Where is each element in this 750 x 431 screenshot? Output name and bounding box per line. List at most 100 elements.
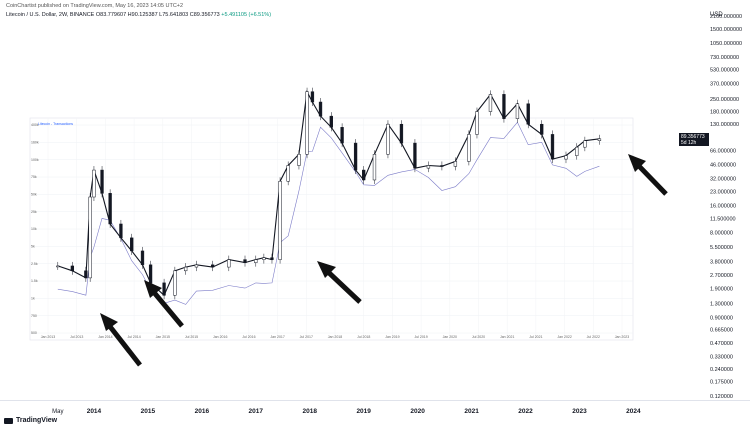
inset-y-axis: 400k 160k 100k 75k 50k 25k 10k 5k 2.5k 1.5k 1k 750 5… [31,123,39,335]
price-axis-label: 16.000000 [710,204,736,210]
inset-x-label: Jul 2013 [70,335,83,339]
candle-body [502,94,506,119]
candle-body [353,142,358,171]
price-axis-label: 0.900000 [710,316,733,322]
candle-body [70,265,75,272]
inset-legend: Litecoin - Transactions [38,122,73,126]
price-axis-label: 1.900000 [710,287,733,293]
inset-x-label: Jul 2017 [300,335,313,339]
inset-x-label: Jan 2017 [270,335,284,339]
candle-body [550,134,555,160]
candle-body [475,111,479,135]
time-axis-label: 2015 [141,408,156,415]
candle-body [227,259,231,268]
candle-body [515,103,520,119]
symbol-info: Litecoin / U.S. Dollar, 2W, BINANCE O83.… [6,12,271,18]
candle-body [162,282,166,296]
candle-body [440,165,444,167]
candle-body [108,193,112,225]
candle-body [130,237,134,252]
price-axis-label: 46.000000 [710,163,736,169]
inset-y-label: 10k [31,227,37,231]
price-axis-label: 11.500000 [710,217,736,223]
price-axis[interactable]: 2100.000000 1500.000000 1050.000000 730.000… [710,14,742,400]
inset-y-label: 2.5k [31,262,38,266]
candle-body [540,123,544,135]
arrow-2013 [100,313,142,367]
ohlc-values: O83.779607 H90.125387 L75.641803 C89.356… [95,12,220,18]
price-axis-label: 23.000000 [710,190,736,196]
candle-body [119,223,123,239]
candle-body [100,169,104,194]
time-axis-label: 2024 [626,408,641,415]
candle-body [297,154,301,166]
inset-x-label: Jul 2022 [587,335,600,339]
tradingview-logo-icon [4,417,13,424]
price-axis-label: 0.470000 [710,341,733,347]
inset-x-label: Jul 2015 [185,335,198,339]
price-axis-label: 730.000000 [710,55,739,61]
time-axis-label: 2019 [356,408,371,415]
candle-body [399,123,404,144]
candle-body [278,180,282,260]
price-change: +5.491105 (+6.51%) [221,12,272,18]
candle-body [488,94,493,112]
last-price-tag: 89.356773 5d 12h [679,132,709,146]
inset-y-label: 160k [31,141,39,145]
inset-y-label: 1.5k [31,279,38,283]
price-axis-label: 1050.000000 [710,41,742,47]
transactions-line [57,121,600,305]
candle-body [583,140,587,148]
inset-x-label: Jul 2018 [357,335,370,339]
candle-body [92,169,96,198]
inset-y-label: 1k [31,297,35,301]
price-axis-label: 3.800000 [710,260,733,266]
candle-body [564,155,568,160]
price-axis-label: 5.500000 [710,245,733,251]
time-axis[interactable]: May 2014 2015 2016 2017 2018 2019 2020 2021 2022 2… [52,408,641,415]
inset-x-label: Jul 2014 [127,335,140,339]
candle-body [148,264,153,284]
inset-x-label: Jan 2013 [41,335,55,339]
price-axis-label: 370.000000 [710,82,739,88]
inset-x-label: Jan 2020 [443,335,457,339]
price-axis-label: 0.330000 [710,355,733,361]
time-axis-label: 2021 [464,408,479,415]
candle-body [362,169,366,181]
candle-body [386,123,390,155]
price-axis-label: 130.000000 [710,122,739,128]
inset-x-label: Jan 2015 [156,335,170,339]
candle-body [597,138,602,141]
inset-x-label: Jul 2021 [529,335,542,339]
inset-y-label: 50k [31,193,37,197]
candle-body [88,196,92,279]
arrow-2014 [144,280,184,328]
candle-body [575,146,579,156]
time-axis-label: 2017 [249,408,264,415]
price-axis-label: 0.665000 [710,327,733,333]
candle-body [140,250,145,266]
inset-x-label: Jan 2018 [328,335,342,339]
price-axis-label: 66.000000 [710,149,736,155]
inset-x-label: Jan 2021 [500,335,514,339]
candle-body [173,270,177,296]
candle-body [184,266,188,272]
price-series-line [57,89,600,297]
inset-y-label: 400k [31,123,39,127]
inset-y-label: 75k [31,175,37,179]
time-axis-label: 2018 [303,408,318,415]
inset-x-label: Jan 2014 [98,335,112,339]
price-axis-label: 530.000000 [710,68,739,74]
price-axis-label: 1500.000000 [710,27,742,33]
price-candles [56,87,602,300]
candle-body [84,270,88,279]
inset-x-label: Jan 2019 [385,335,399,339]
inset-x-label: Jul 2019 [414,335,427,339]
candle-body [318,101,323,117]
bar-countdown: 5d 12h [681,139,697,146]
tradingview-logo[interactable]: TradingView [4,417,57,424]
price-axis-label: 1.300000 [710,301,733,307]
candle-body [310,91,315,103]
price-axis-label: 0.120000 [710,394,733,400]
